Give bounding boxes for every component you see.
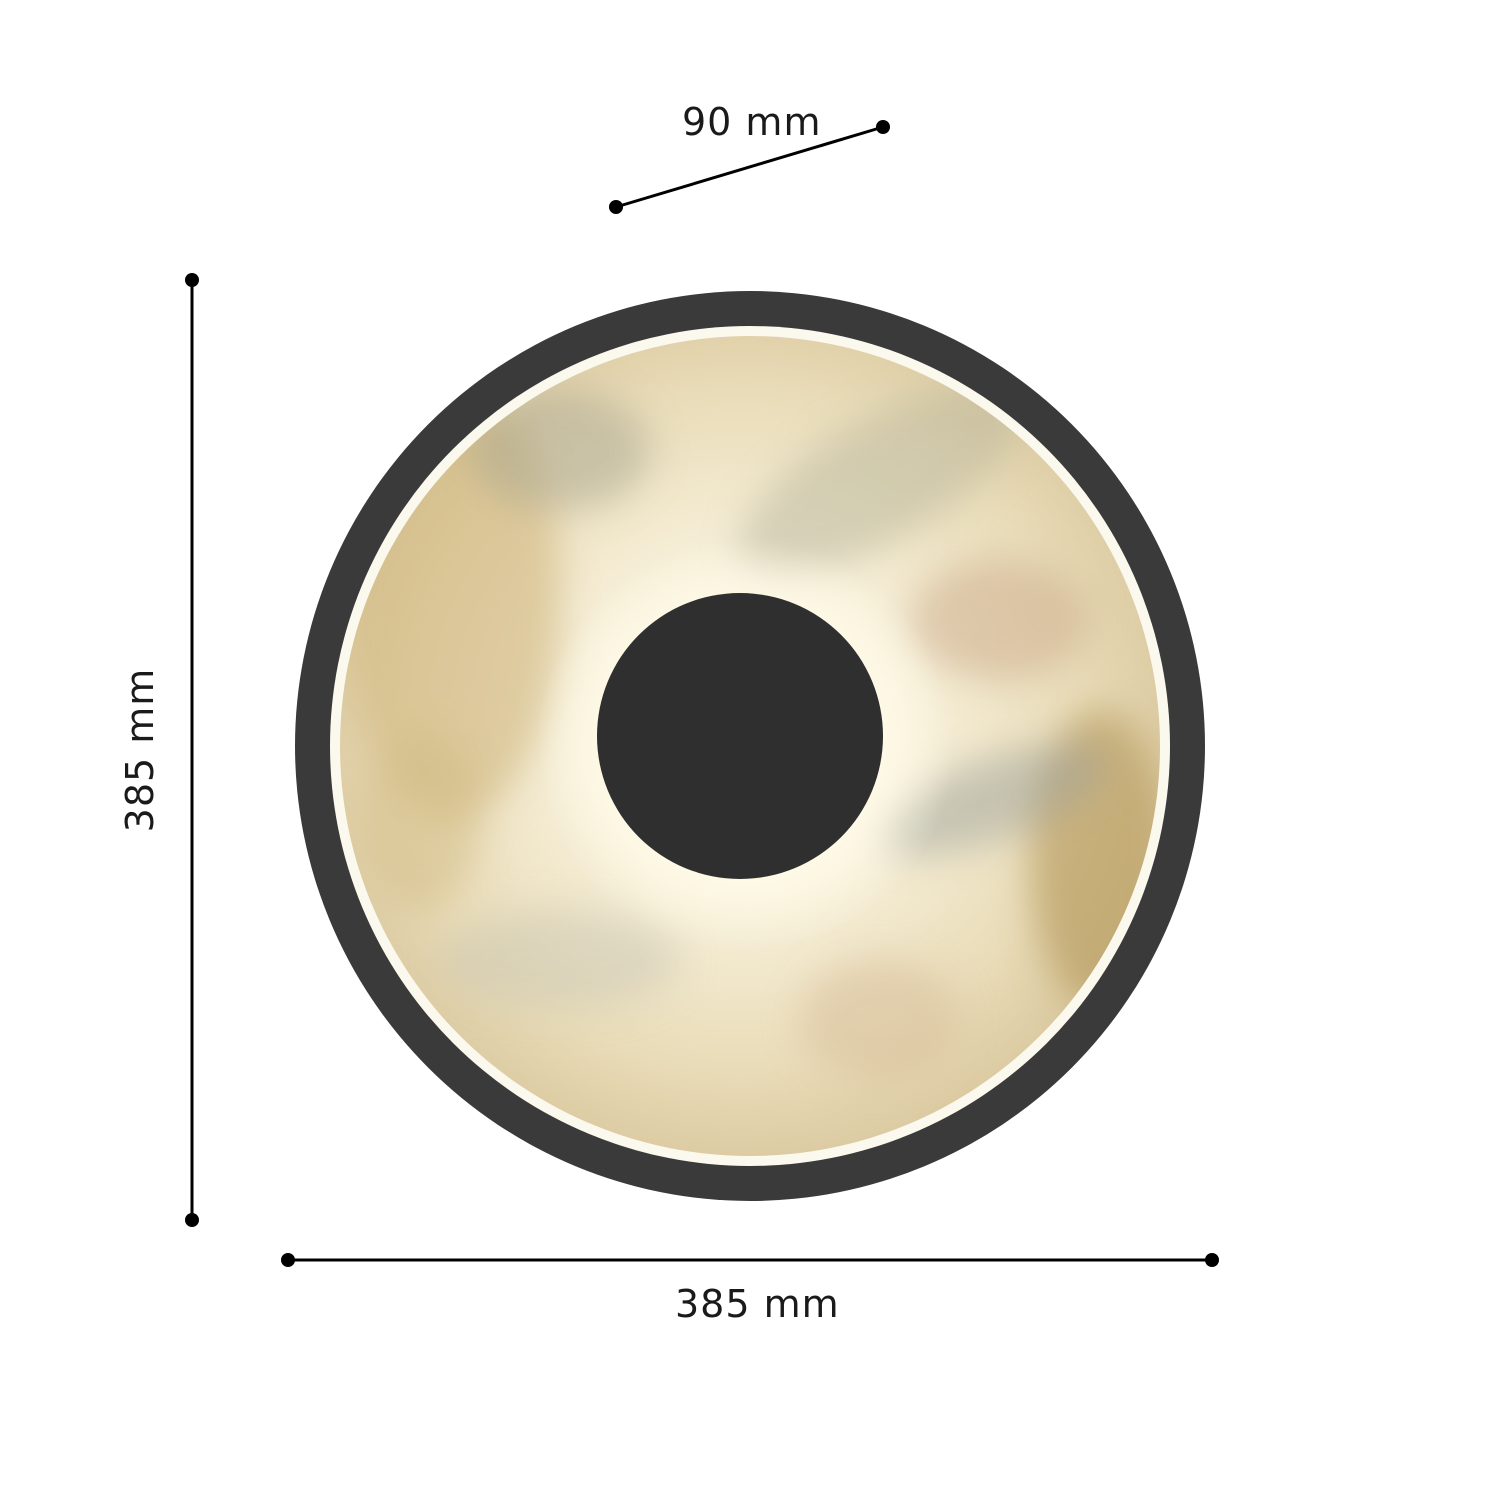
- height-dimension-line: [185, 273, 199, 1227]
- width-label: 385 mm: [675, 1282, 840, 1326]
- lamp: [295, 291, 1205, 1201]
- depth-dimension-line: [609, 120, 890, 214]
- height-label: 385 mm: [118, 667, 162, 833]
- depth-label: 90 mm: [682, 100, 822, 144]
- width-dimension-line: [281, 1253, 1219, 1267]
- center-disc: [597, 593, 883, 879]
